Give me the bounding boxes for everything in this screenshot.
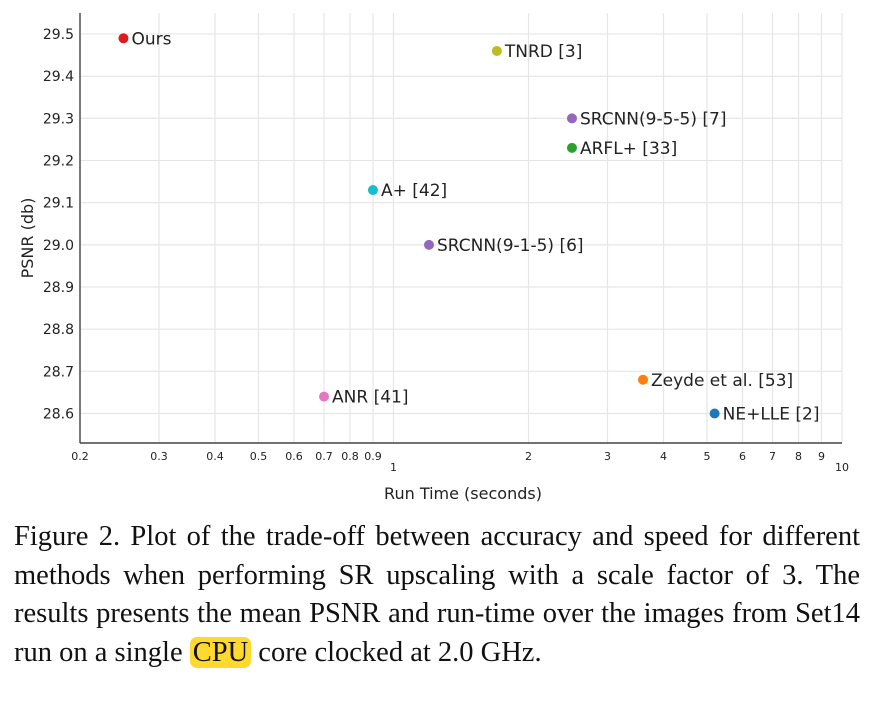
x-axis-label: Run Time (seconds) xyxy=(384,484,542,503)
y-axis-label: PSNR (db) xyxy=(18,198,37,279)
data-point xyxy=(709,408,720,419)
caption-text-before: Figure 2. Plot of the trade-off between … xyxy=(14,521,860,668)
data-point-label: SRCNN(9-1-5) [6] xyxy=(437,236,584,256)
caption-text-after: core clocked at 2.0 GHz. xyxy=(251,636,542,668)
x-tick-label: 0.3 xyxy=(150,450,168,463)
x-tick-label: 0.2 xyxy=(71,450,89,463)
x-tick-label: 0.6 xyxy=(285,450,303,463)
x-tick-label: 0.7 xyxy=(315,450,333,463)
data-point-label: SRCNN(9-5-5) [7] xyxy=(580,109,727,129)
x-tick-label: 10 xyxy=(835,461,849,474)
x-tick-labels: 0.2 0.3 0.4 0.5 0.6 0.7 0.8 0.9 1 2 3 4 5 6 7 8 9 10 xyxy=(71,450,849,474)
y-tick-label: 29.0 xyxy=(43,238,74,254)
data-point xyxy=(424,239,435,250)
y-tick-label: 28.6 xyxy=(43,406,74,422)
x-tick-label: 4 xyxy=(660,450,667,463)
x-tick-label: 3 xyxy=(604,450,611,463)
data-point xyxy=(118,33,129,44)
data-point-label: A+ [42] xyxy=(381,181,447,201)
grid-lines xyxy=(79,13,843,443)
x-tick-label: 0.4 xyxy=(206,450,224,463)
data-point-label: NE+LLE [2] xyxy=(723,404,820,424)
data-point-label: TNRD [3] xyxy=(504,42,583,62)
x-tick-label: 9 xyxy=(818,450,825,463)
scatter-chart: 0.2 0.3 0.4 0.5 0.6 0.7 0.8 0.9 1 2 3 4 5 6 7 8 9 10 28.6… xyxy=(18,13,849,503)
data-point xyxy=(566,113,577,124)
axes xyxy=(79,13,842,444)
data-points: Ours TNRD [3] SRCNN(9-5-5) [7] ARFL+ [33] A+… xyxy=(118,29,820,424)
data-point xyxy=(637,374,648,385)
x-tick-label: 6 xyxy=(739,450,746,463)
chart-canvas: 0.2 0.3 0.4 0.5 0.6 0.7 0.8 0.9 1 2 3 4 5 6 7 8 9 10 28.6… xyxy=(18,13,849,503)
y-tick-label: 28.9 xyxy=(43,280,74,296)
y-tick-label: 28.8 xyxy=(43,322,74,338)
x-tick-label: 0.9 xyxy=(364,450,382,463)
data-point xyxy=(367,185,378,196)
x-tick-label: 7 xyxy=(769,450,776,463)
figure-caption: Figure 2. Plot of the trade-off between … xyxy=(14,518,860,672)
x-tick-label: 1 xyxy=(390,461,397,474)
y-tick-labels: 28.6 28.7 28.8 28.9 29.0 29.1 29.2 29.3 29.4 29.5 xyxy=(43,27,74,422)
x-tick-label: 0.5 xyxy=(250,450,268,463)
data-point-label: Zeyde et al. [53] xyxy=(651,371,793,391)
data-point xyxy=(319,391,330,402)
y-tick-label: 29.2 xyxy=(43,154,74,170)
x-tick-label: 5 xyxy=(703,450,710,463)
x-tick-label: 0.8 xyxy=(341,450,359,463)
x-tick-label: 2 xyxy=(525,450,532,463)
data-point-label: ANR [41] xyxy=(332,388,408,408)
y-tick-label: 29.3 xyxy=(43,111,74,127)
caption-highlight: CPU xyxy=(189,636,252,668)
y-tick-label: 28.7 xyxy=(43,364,74,380)
data-point xyxy=(566,142,577,153)
data-point xyxy=(491,45,502,56)
y-tick-label: 29.5 xyxy=(43,27,74,43)
y-tick-label: 29.4 xyxy=(43,69,74,85)
y-tick-label: 29.1 xyxy=(43,196,74,212)
data-point-label: Ours xyxy=(131,29,171,49)
data-point-label: ARFL+ [33] xyxy=(580,139,677,159)
x-tick-label: 8 xyxy=(795,450,802,463)
